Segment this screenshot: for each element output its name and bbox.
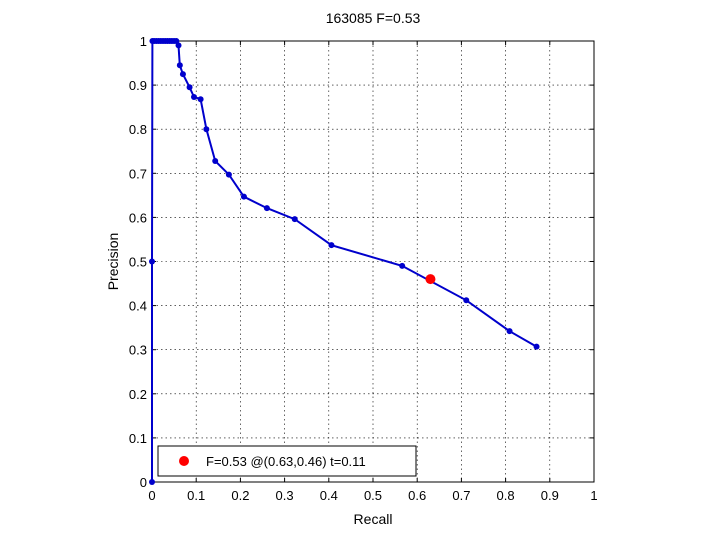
y-tick-label: 0.2 xyxy=(129,387,147,402)
data-point xyxy=(399,262,406,269)
legend-label: F=0.53 @(0.63,0.46) t=0.11 xyxy=(206,454,366,469)
y-axis-label: Precision xyxy=(105,233,121,291)
y-tick-label: 0.3 xyxy=(129,343,147,358)
data-point xyxy=(203,126,210,133)
x-axis-label: Recall xyxy=(354,511,393,527)
data-point xyxy=(328,242,335,249)
best-point-layer xyxy=(425,274,436,285)
x-tick-label: 0.9 xyxy=(541,488,559,503)
x-tick-label: 0.7 xyxy=(452,488,470,503)
data-point xyxy=(263,205,270,212)
x-tick-label: 1 xyxy=(590,488,597,503)
y-tick-label: 0.6 xyxy=(129,210,147,225)
data-point xyxy=(291,216,298,223)
data-point xyxy=(533,343,540,350)
axis-ticks: 0 0.1 0.2 0.3 0.4 0.5 0.6 0.7 0.8 0.9 1 0 0.1 0.2 0.3 0… xyxy=(129,34,598,503)
data-point xyxy=(240,193,247,200)
y-tick-label: 0.1 xyxy=(129,431,147,446)
data-point xyxy=(149,258,155,265)
data-point xyxy=(176,62,183,69)
x-tick-label: 0.8 xyxy=(497,488,515,503)
data-point xyxy=(506,328,513,335)
data-point xyxy=(179,71,186,78)
x-tick-label: 0.1 xyxy=(187,488,205,503)
data-point xyxy=(190,94,197,101)
x-tick-label: 0.6 xyxy=(408,488,426,503)
best-f-point xyxy=(425,274,436,285)
x-tick-label: 0.2 xyxy=(231,488,249,503)
data-point xyxy=(212,157,219,164)
y-tick-label: 0.5 xyxy=(129,255,147,270)
y-tick-label: 0.7 xyxy=(129,166,147,181)
grid xyxy=(152,41,594,482)
y-tick-label: 0.4 xyxy=(129,299,147,314)
legend: F=0.53 @(0.63,0.46) t=0.11 xyxy=(157,445,417,477)
legend-box xyxy=(157,445,417,477)
data-point xyxy=(175,42,182,49)
y-tick-label: 0.9 xyxy=(129,78,147,93)
series xyxy=(149,38,540,485)
data-point xyxy=(225,171,232,178)
data-point xyxy=(186,84,193,91)
legend-marker xyxy=(179,456,189,466)
y-tick-label: 0.8 xyxy=(129,122,147,137)
x-tick-label: 0.3 xyxy=(276,488,294,503)
y-tick-label: 0 xyxy=(140,475,147,490)
y-tick-label: 1 xyxy=(140,34,147,49)
data-point xyxy=(463,297,470,304)
x-tick-label: 0 xyxy=(148,488,155,503)
data-point xyxy=(149,479,155,485)
chart-title: 163085 F=0.53 xyxy=(326,10,421,26)
x-tick-label: 0.4 xyxy=(320,488,338,503)
data-point xyxy=(197,96,204,103)
x-tick-label: 0.5 xyxy=(364,488,382,503)
